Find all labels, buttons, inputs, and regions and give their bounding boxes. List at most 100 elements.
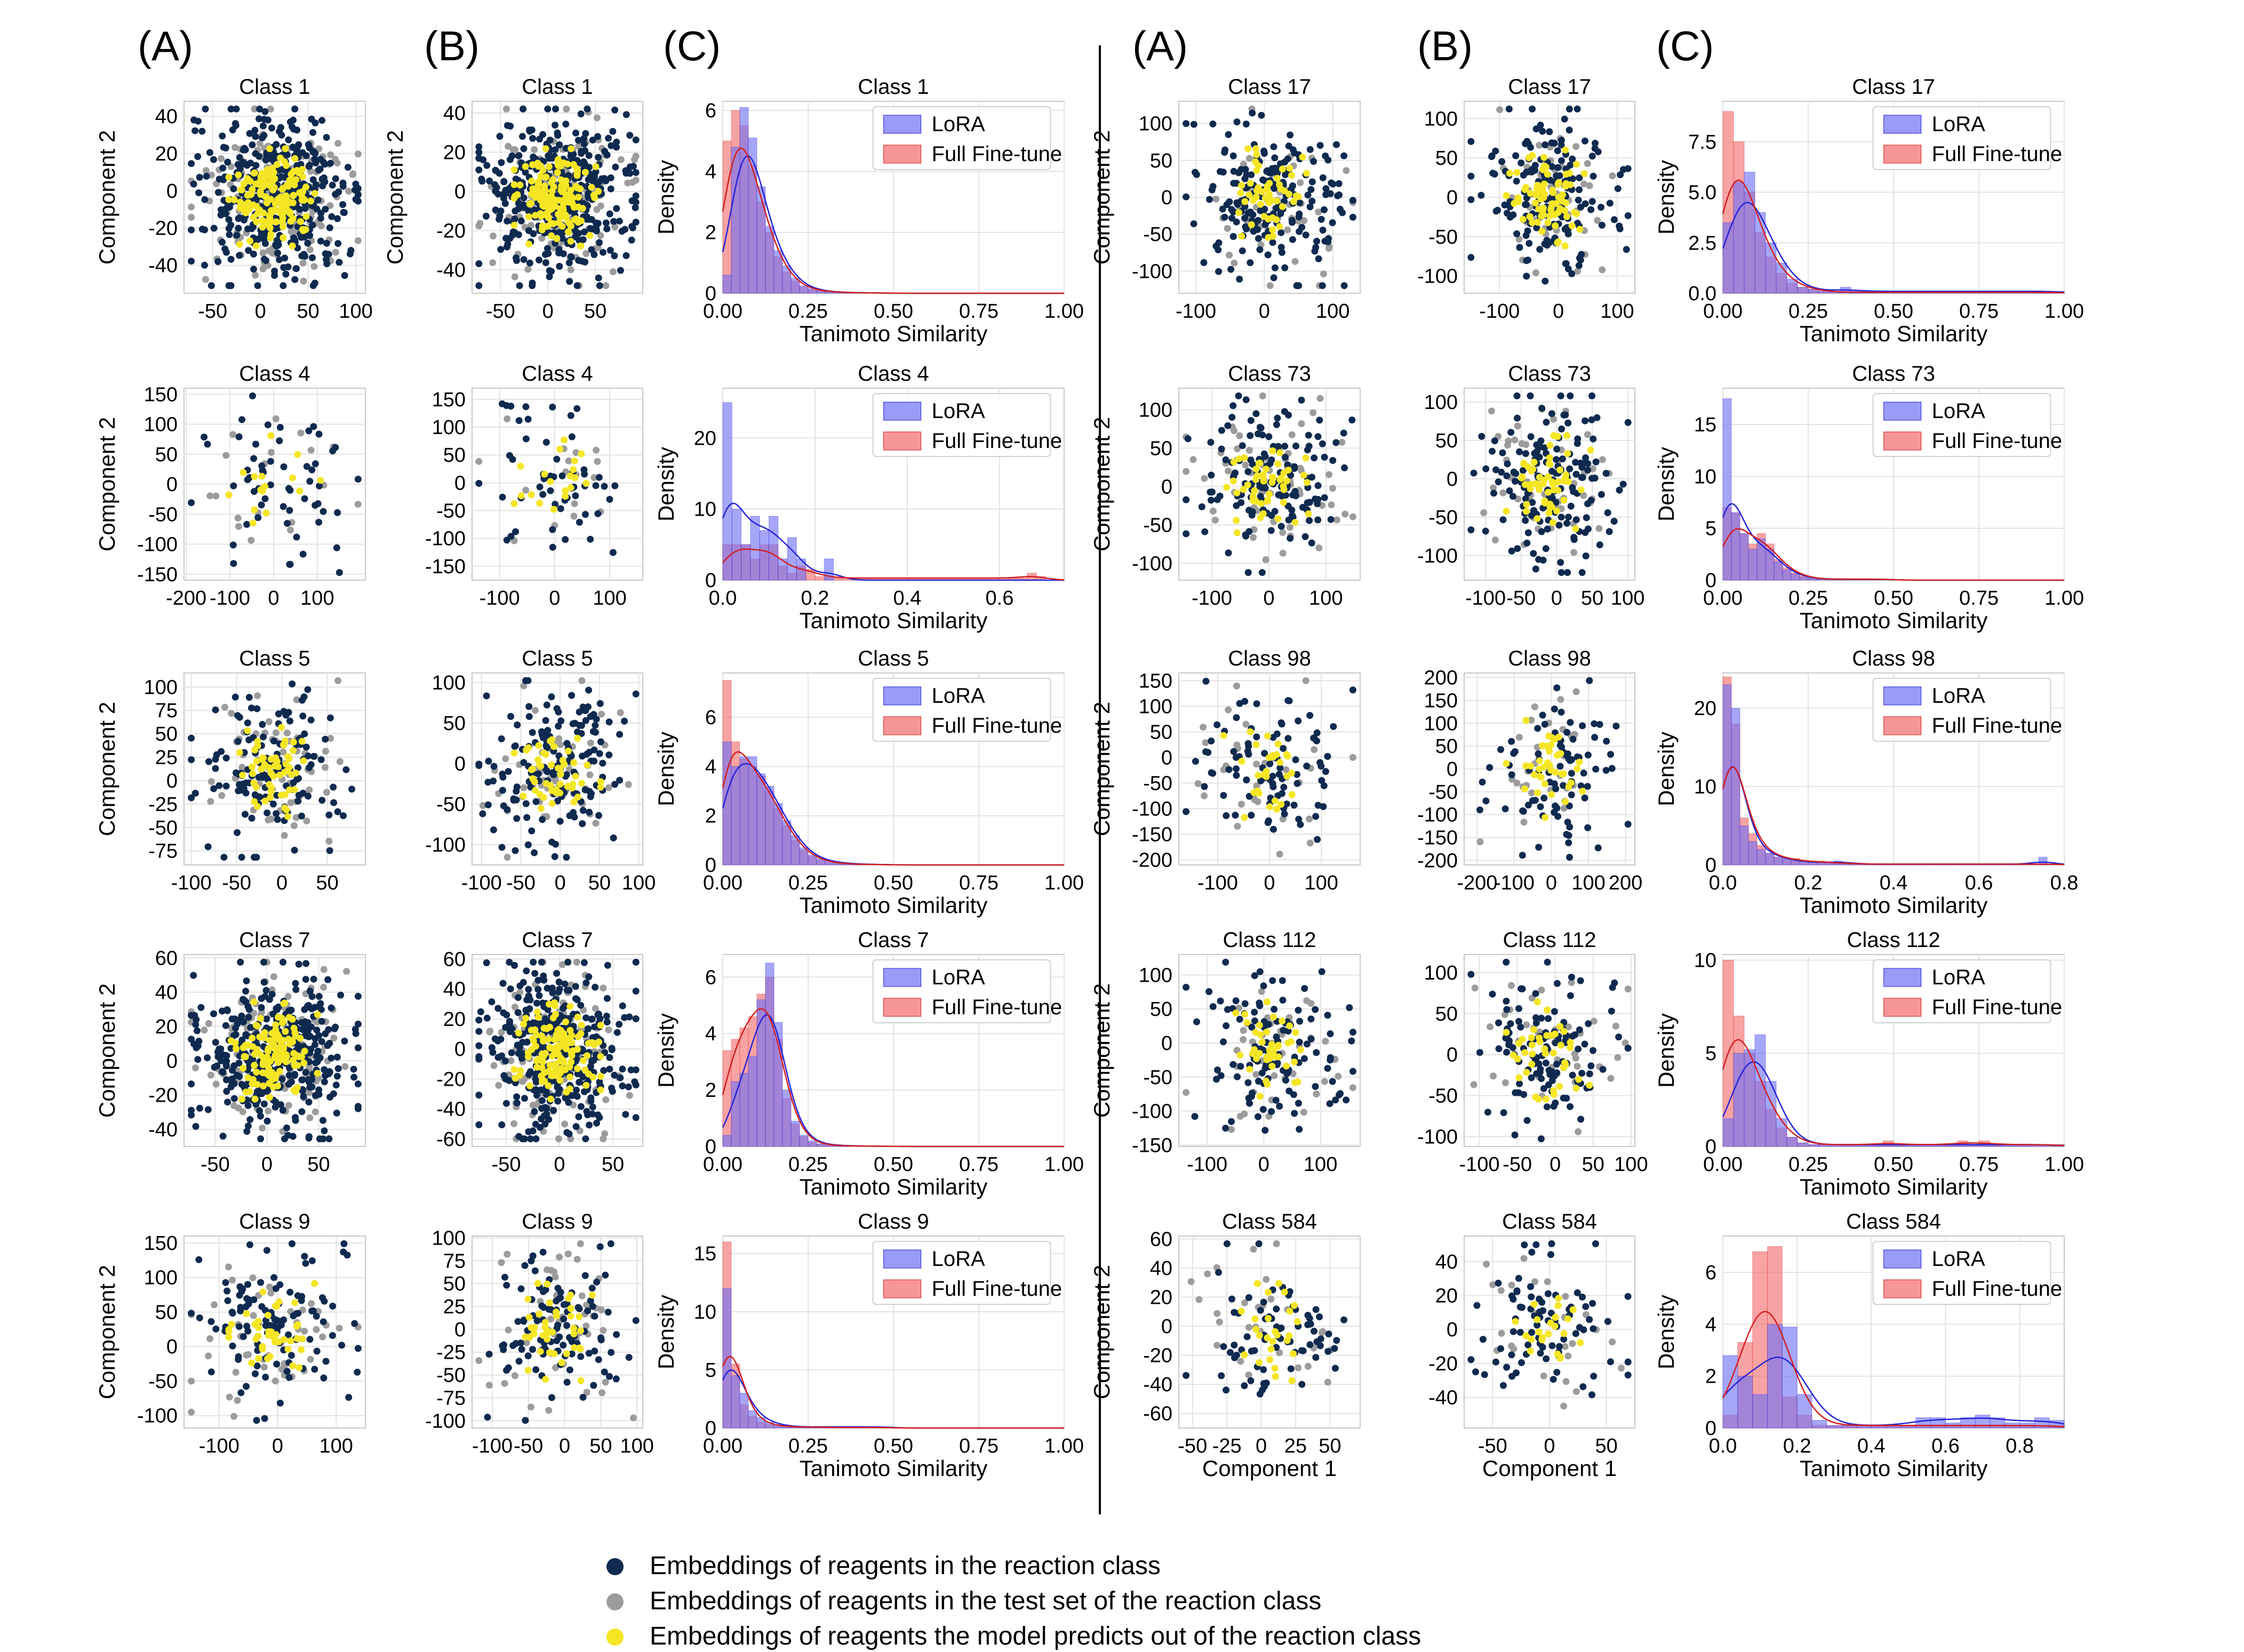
scatter-point-reaction-class <box>316 1054 324 1062</box>
scatter-point-reaction-class <box>603 225 611 232</box>
scatter-point-out-of_class <box>510 181 518 188</box>
scatter-point-out-of_class <box>296 1364 303 1372</box>
scatter-point-reaction-class <box>526 259 533 267</box>
scatter-point-test-set <box>570 512 578 520</box>
scatter-point-out-of_class <box>291 181 298 189</box>
scatter-point-out-of_class <box>542 192 549 199</box>
scatter-point-out-of_class <box>522 1333 529 1341</box>
x-tick-label: 50 <box>588 872 611 894</box>
scatter-point-reaction-class <box>595 812 602 819</box>
y-tick-label: 50 <box>155 723 178 745</box>
scatter-point-reaction-class <box>198 127 206 135</box>
scatter-point-reaction-class <box>545 1116 553 1123</box>
histogram-bar-lora <box>756 773 766 865</box>
scatter-point-reaction-class <box>265 116 271 124</box>
x-tick-label: 0.6 <box>986 587 1014 610</box>
scatter-point-out-of_class <box>289 747 297 754</box>
scatter-point-reaction-class <box>284 151 291 158</box>
panel-title: Class 7 <box>239 928 310 952</box>
scatter-point-out-of_class <box>517 1067 524 1074</box>
scatter-point-reaction-class <box>305 141 312 148</box>
scatter-point-reaction-class <box>585 152 593 159</box>
scatter-point-reaction-class <box>268 124 275 132</box>
scatter-point-reaction-class <box>611 252 618 260</box>
y-tick-label: -20 <box>148 218 178 240</box>
scatter-point-reaction-class <box>242 161 249 167</box>
scatter-point-out-of_class <box>546 1349 553 1356</box>
scatter-point-reaction-class <box>333 1053 341 1061</box>
scatter-point-reaction-class <box>307 716 315 724</box>
scatter-point-reaction-class <box>525 227 532 234</box>
scatter-point-reaction-class <box>542 1286 549 1293</box>
scatter-point-out-of_class <box>258 765 265 773</box>
scatter-point-reaction-class <box>335 188 342 196</box>
scatter-point-reaction-class <box>565 1098 572 1106</box>
scatter-point-out-of_class <box>566 1063 573 1070</box>
scatter-point-reaction-class <box>562 121 570 128</box>
scatter-point-out-of_class <box>274 161 281 168</box>
scatter-point-reaction-class <box>595 154 602 161</box>
scatter-point-out-of_class <box>510 500 518 507</box>
scatter-point-reaction-class <box>316 1135 323 1143</box>
scatter-point-test-set <box>254 692 261 700</box>
y-tick-label: -100 <box>137 534 178 556</box>
scatter-point-reaction-class <box>516 282 523 290</box>
scatter-point-reaction-class <box>581 786 589 793</box>
scatter-point-test-set <box>225 1263 232 1271</box>
scatter-point-reaction-class <box>586 1121 593 1129</box>
scatter-point-reaction-class <box>306 232 314 239</box>
scatter-point-test-set <box>504 1250 511 1258</box>
histogram-bar-lora <box>722 275 732 294</box>
scatter-point-reaction-class <box>602 219 610 227</box>
histogram-bar-lora <box>739 756 749 865</box>
scatter-point-reaction-class <box>494 1037 501 1045</box>
scatter-point-reaction-class <box>286 507 293 514</box>
scatter-point-reaction-class <box>288 1078 295 1086</box>
x-tick-label: -50 <box>222 872 251 894</box>
scatter-point-reaction-class <box>210 785 218 792</box>
scatter-point-reaction-class <box>524 677 532 684</box>
scatter-point-reaction-class <box>1295 213 1303 221</box>
scatter-point-reaction-class <box>354 1044 362 1052</box>
scatter-point-reaction-class <box>507 533 515 540</box>
scatter-point-reaction-class <box>229 126 236 134</box>
scatter-point-test-set <box>563 105 570 113</box>
scatter-point-reaction-class <box>619 1082 626 1089</box>
scatter-point-reaction-class <box>539 491 547 498</box>
scatter-point-test-set <box>272 729 279 736</box>
scatter-point-reaction-class <box>505 768 512 775</box>
scatter-point-out-of_class <box>1245 191 1253 198</box>
scatter-point-test-set <box>593 206 601 213</box>
scatter-point-reaction-class <box>573 405 581 412</box>
scatter-point-reaction-class <box>572 1123 580 1130</box>
x-tick-label: -100 <box>461 872 502 894</box>
scatter-point-reaction-class <box>522 1417 529 1424</box>
hist-legend-swatch-lora <box>883 115 922 134</box>
scatter-point-test-set <box>327 735 334 742</box>
scatter-point-out-of_class <box>579 1057 587 1064</box>
scatter-point-reaction-class <box>1215 268 1223 275</box>
scatter-point-reaction-class <box>603 151 611 159</box>
x-tick-label: -50 <box>492 1153 521 1176</box>
scatter-point-out-of_class <box>572 215 580 222</box>
scatter-point-reaction-class <box>539 816 546 823</box>
scatter-point-out-of_class <box>266 1094 273 1101</box>
scatter-point-reaction-class <box>482 212 490 220</box>
scatter-point-reaction-class <box>312 460 319 468</box>
scatter-point-reaction-class <box>490 826 497 833</box>
scatter-point-out-of_class <box>537 1348 544 1355</box>
scatter-point-reaction-class <box>510 797 517 804</box>
x-tick-label: -100 <box>171 872 212 894</box>
scatter-point-reaction-class <box>515 1050 522 1057</box>
scatter-point-out-of_class <box>564 748 572 755</box>
scatter-point-reaction-class <box>548 693 555 701</box>
scatter-point-reaction-class <box>250 488 258 495</box>
scatter-point-test-set <box>555 735 563 742</box>
scatter-point-reaction-class <box>619 1065 626 1073</box>
scatter-point-reaction-class <box>252 150 259 157</box>
scatter-point-reaction-class <box>1271 154 1279 162</box>
scatter-point-out-of_class <box>249 770 257 777</box>
scatter-point-reaction-class <box>256 105 263 113</box>
scatter-point-test-set <box>285 1102 292 1109</box>
scatter-point-out-of_class <box>273 758 281 765</box>
